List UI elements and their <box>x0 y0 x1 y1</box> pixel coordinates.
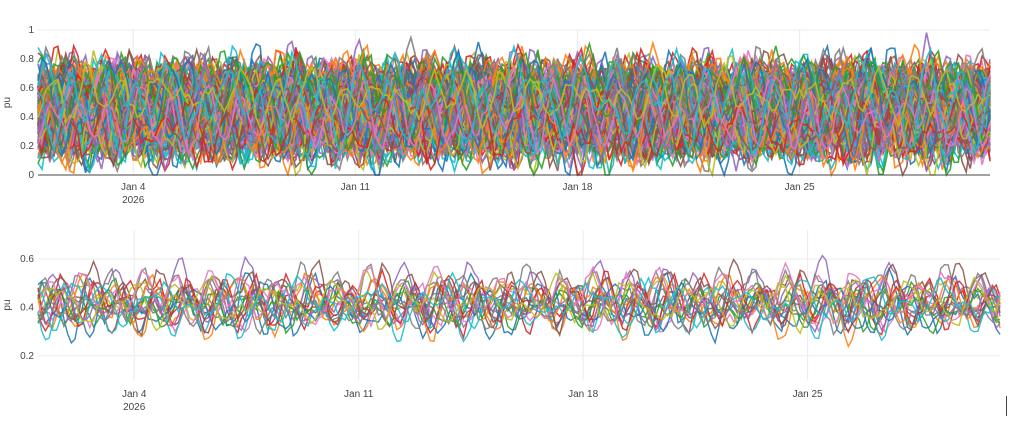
series-line <box>37 64 991 146</box>
y-tick-label: 0.6 <box>20 254 34 265</box>
x-tick-year-label: 2026 <box>123 402 146 413</box>
y-tick-label: 0.2 <box>20 351 34 362</box>
series-line <box>37 60 991 131</box>
chart-2-load-profiles: 0.2 0.4 0.6 Jan 4 2026 Jan 11 Jan 18 Jan 25 pu <box>2 230 1001 413</box>
resize-handle[interactable] <box>1006 396 1007 416</box>
series-line <box>37 288 1001 337</box>
chart-2-axes: 0.2 0.4 0.6 Jan 4 2026 Jan 11 Jan 18 Jan 25 <box>20 254 823 413</box>
y-tick-label: 0.8 <box>20 54 34 65</box>
series-line <box>37 78 991 169</box>
x-tick-label: Jan 4 <box>122 389 147 400</box>
x-tick-label: Jan 4 <box>121 182 146 193</box>
y-tick-label: 0.4 <box>20 302 34 313</box>
x-tick-label: Jan 18 <box>562 182 592 193</box>
series-line <box>37 272 1001 336</box>
chart-2-y-axis-label: pu <box>2 299 13 310</box>
series-line <box>37 43 991 158</box>
chart-1-load-profiles: 0 0.2 0.4 0.6 0.8 1 Jan 4 2026 Jan 11 Jan 18 Jan 2… <box>2 25 991 206</box>
chart-1-axes: 0 0.2 0.4 0.6 0.8 1 Jan 4 2026 Jan 11 Jan 18 Jan 2… <box>20 25 990 206</box>
x-tick-label: Jan 11 <box>341 182 371 193</box>
y-tick-label: 0.2 <box>20 141 34 152</box>
series-line <box>37 271 1001 331</box>
chart-1-y-axis-label: pu <box>2 97 13 108</box>
y-tick-label: 0 <box>28 170 34 181</box>
y-tick-label: 0.4 <box>20 112 34 123</box>
chart-1-series-group <box>37 32 991 178</box>
y-tick-label: 1 <box>28 25 34 36</box>
x-tick-label: Jan 11 <box>344 389 374 400</box>
chart-2-series-group <box>37 254 1001 349</box>
x-tick-label: Jan 25 <box>793 389 823 400</box>
x-tick-year-label: 2026 <box>122 195 145 206</box>
series-line <box>37 257 1001 338</box>
series-line <box>37 86 991 172</box>
x-tick-label: Jan 25 <box>785 182 815 193</box>
x-tick-label: Jan 18 <box>568 389 598 400</box>
y-tick-label: 0.6 <box>20 83 34 94</box>
